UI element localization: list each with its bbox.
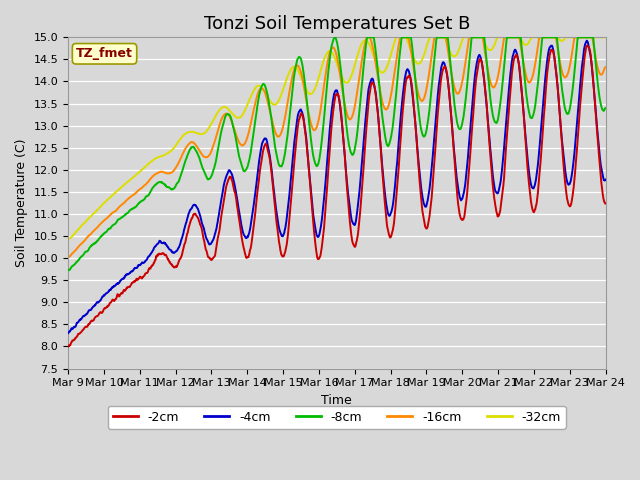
- Y-axis label: Soil Temperature (C): Soil Temperature (C): [15, 139, 28, 267]
- Text: TZ_fmet: TZ_fmet: [76, 47, 133, 60]
- X-axis label: Time: Time: [321, 394, 352, 407]
- Legend: -2cm, -4cm, -8cm, -16cm, -32cm: -2cm, -4cm, -8cm, -16cm, -32cm: [108, 406, 566, 429]
- Title: Tonzi Soil Temperatures Set B: Tonzi Soil Temperatures Set B: [204, 15, 470, 33]
